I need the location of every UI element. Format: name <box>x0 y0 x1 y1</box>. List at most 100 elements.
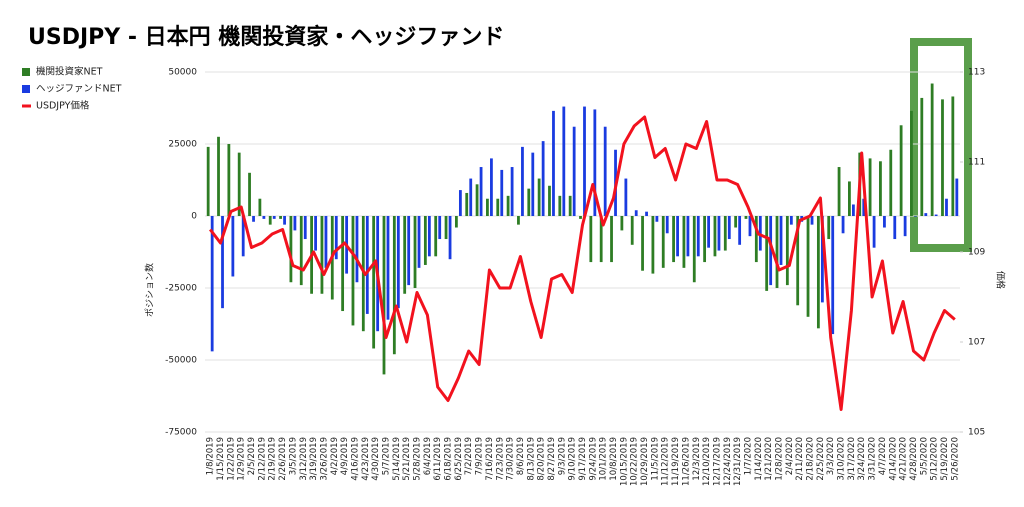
x-tick-label: 4/16/2019 <box>350 437 360 481</box>
bar <box>827 216 831 240</box>
x-tick-label: 8/13/2019 <box>526 437 536 481</box>
bar <box>789 216 793 225</box>
chart-title: USDJPY - 日本円 機関投資家・ヘッジファンド <box>28 24 504 50</box>
x-tick-label: 1/29/2019 <box>237 437 247 481</box>
bar <box>852 204 855 216</box>
bar <box>272 216 276 219</box>
x-tick-label: 3/12/2019 <box>299 437 309 481</box>
bar <box>469 178 473 216</box>
y2-tick-label: 109 <box>968 248 985 258</box>
bar <box>816 216 820 329</box>
x-tick-label: 7/16/2019 <box>485 437 495 481</box>
x-tick-label: 3/5/2019 <box>288 437 298 475</box>
bar <box>738 216 742 245</box>
bar <box>665 216 669 234</box>
bar <box>252 216 255 222</box>
bar <box>434 216 438 257</box>
bar <box>868 158 872 216</box>
bar <box>930 83 934 217</box>
bar <box>217 136 220 216</box>
x-tick-label: 7/30/2019 <box>506 437 516 481</box>
bar <box>754 216 758 263</box>
bar <box>427 216 431 257</box>
bar <box>879 161 882 216</box>
x-tick-label: 3/26/2019 <box>319 437 329 481</box>
bar <box>810 216 814 225</box>
x-tick-label: 8/27/2019 <box>547 437 557 481</box>
bar <box>537 178 541 216</box>
x-tick-label: 2/25/2020 <box>816 437 826 481</box>
x-tick-label: 12/3/2019 <box>692 437 702 481</box>
bar <box>299 216 303 286</box>
x-tick-label: 5/26/2020 <box>950 437 960 481</box>
bar <box>796 216 800 306</box>
x-tick-label: 10/1/2019 <box>599 437 609 481</box>
x-tick-label: 1/15/2019 <box>216 437 226 481</box>
bar <box>634 210 638 216</box>
x-tick-label: 11/5/2019 <box>650 437 660 481</box>
x-tick-label: 9/17/2019 <box>578 437 588 481</box>
bar <box>231 216 235 277</box>
legend-label: ヘッジファンドNET <box>36 84 122 95</box>
bar <box>320 216 324 294</box>
x-tick-label: 8/6/2019 <box>516 437 526 475</box>
x-tick-label: 4/2/2019 <box>330 437 340 475</box>
bar <box>837 167 841 216</box>
bar <box>237 152 241 216</box>
x-tick-label: 4/9/2019 <box>340 437 350 475</box>
bar <box>372 216 376 349</box>
y2-tick-label: 107 <box>968 338 985 348</box>
y-axis-title: ポジション数 <box>144 263 156 317</box>
bar <box>723 216 727 251</box>
x-tick-label: 7/2/2019 <box>464 437 474 475</box>
bar <box>785 216 789 286</box>
x-tick-label: 10/15/2019 <box>619 437 629 486</box>
bar <box>748 216 752 237</box>
bar <box>396 216 400 309</box>
y-tick-label: 50000 <box>168 68 197 78</box>
price-line <box>209 115 956 411</box>
x-tick-label: 9/24/2019 <box>588 437 598 481</box>
x-tick-label: 4/21/2020 <box>899 437 909 481</box>
bar <box>924 213 928 216</box>
x-tick-label: 5/5/2020 <box>919 437 929 475</box>
bar <box>479 167 483 216</box>
bar <box>686 216 690 257</box>
bar <box>848 181 851 216</box>
bar <box>314 216 317 251</box>
bar <box>241 216 245 257</box>
bar <box>903 216 907 237</box>
x-tick-label: 4/7/2020 <box>878 437 888 475</box>
y2-tick-label: 105 <box>968 428 985 438</box>
bar <box>490 158 493 216</box>
bar <box>392 216 396 355</box>
bar <box>413 216 417 288</box>
bar <box>541 141 545 216</box>
bar <box>610 216 613 263</box>
bar <box>403 216 407 294</box>
bar <box>655 216 659 222</box>
bar <box>548 185 551 216</box>
bar <box>920 97 924 216</box>
x-tick-label: 3/3/2020 <box>826 437 836 475</box>
bar <box>641 216 644 271</box>
bar <box>448 216 452 260</box>
bar <box>734 216 738 228</box>
legend-swatch <box>22 104 31 108</box>
x-tick-label: 11/26/2019 <box>681 437 691 486</box>
x-tick-label: 12/17/2019 <box>712 437 722 486</box>
bar <box>589 216 593 263</box>
bar <box>630 216 634 245</box>
bar <box>341 216 345 312</box>
x-tick-label: 2/26/2019 <box>278 437 288 481</box>
x-tick-label: 3/31/2020 <box>868 437 878 481</box>
bar <box>221 216 224 309</box>
x-tick-label: 5/14/2019 <box>392 437 402 481</box>
bar <box>672 216 675 263</box>
bar <box>955 178 959 216</box>
bar <box>620 216 624 231</box>
bar <box>334 216 338 260</box>
y-tick-label: -50000 <box>165 356 197 366</box>
bar <box>806 216 810 317</box>
x-tick-label: 12/24/2019 <box>723 437 733 486</box>
